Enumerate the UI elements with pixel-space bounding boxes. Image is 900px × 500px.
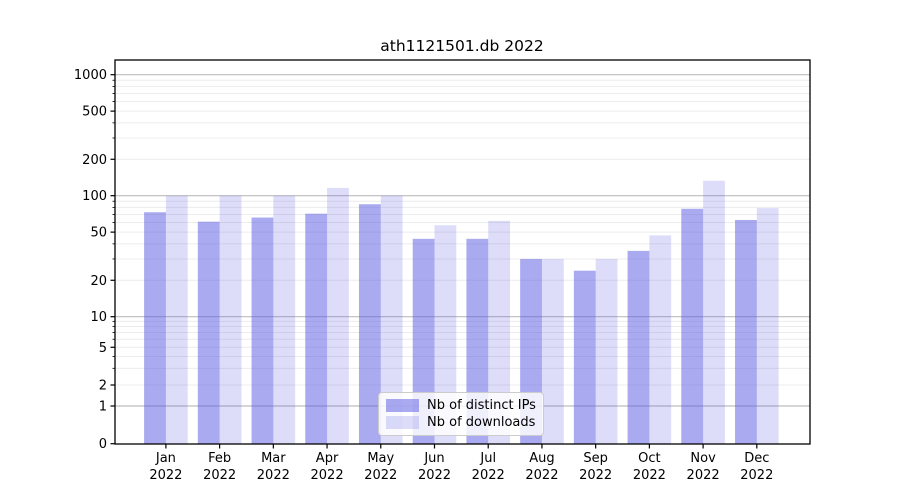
legend-label-distinct-ips: Nb of distinct IPs xyxy=(427,397,536,413)
x-tick-label-month: Nov xyxy=(690,451,716,466)
bar-may-ips xyxy=(358,204,381,444)
x-tick-label-year: 2022 xyxy=(364,468,397,483)
bars-layer xyxy=(144,180,779,445)
x-tick-label-year: 2022 xyxy=(311,468,344,483)
axes-layer: 0 1 2 5 10 20 50 100 200 500 1000 Jan 2022 Feb 2022 Mar… xyxy=(74,59,811,483)
bar-nov-ips xyxy=(681,208,704,444)
x-tick-label-year: 2022 xyxy=(740,468,773,483)
x-tick-label-month: Jan xyxy=(155,451,176,466)
x-tick-label-month: Apr xyxy=(316,451,339,466)
bar-mar-downloads xyxy=(273,195,296,444)
y-tick-label: 200 xyxy=(82,153,107,168)
legend-swatch-distinct-ips xyxy=(386,398,419,412)
x-tick-label-month: Feb xyxy=(208,451,231,466)
bar-jan-downloads xyxy=(165,195,188,444)
y-tick-label: 500 xyxy=(82,105,107,120)
x-tick-label-year: 2022 xyxy=(203,468,236,483)
x-tick-label-month: Dec xyxy=(744,451,769,466)
bar-dec-downloads xyxy=(756,208,779,444)
bar-feb-ips xyxy=(197,221,220,444)
x-tick-label-year: 2022 xyxy=(472,468,505,483)
bar-mar-ips xyxy=(251,217,274,444)
bar-jun-downloads xyxy=(434,225,457,444)
bar-oct-ips xyxy=(627,250,650,444)
y-tick-label: 0 xyxy=(99,437,107,452)
x-tick-label-year: 2022 xyxy=(149,468,182,483)
x-tick-label-year: 2022 xyxy=(418,468,451,483)
legend: Nb of distinct IPs Nb of downloads xyxy=(378,392,544,436)
x-tick-label-year: 2022 xyxy=(257,468,290,483)
legend-entry-downloads: Nb of downloads xyxy=(386,415,536,431)
bar-dec-ips xyxy=(735,219,757,444)
x-tick-label-month: Jul xyxy=(479,451,496,466)
y-tick-label: 5 xyxy=(99,341,107,356)
x-tick-label-month: Mar xyxy=(261,451,286,466)
y-tick-label: 50 xyxy=(90,226,107,241)
x-tick-label-year: 2022 xyxy=(687,468,720,483)
legend-label-downloads: Nb of downloads xyxy=(427,415,536,431)
y-tick-label: 10 xyxy=(90,310,107,325)
bar-apr-downloads xyxy=(327,187,349,445)
chart-title: ath1121501.db 2022 xyxy=(380,37,543,55)
legend-entry-distinct-ips: Nb of distinct IPs xyxy=(386,397,536,413)
plot-border xyxy=(114,59,811,445)
bar-may-downloads xyxy=(380,195,403,444)
x-tick-label-year: 2022 xyxy=(633,468,666,483)
y-tick-label: 100 xyxy=(82,189,107,204)
y-tick-label: 2 xyxy=(99,379,107,394)
x-tick-label-month: Jun xyxy=(423,451,444,466)
x-tick-label-month: Sep xyxy=(583,451,608,466)
x-tick-label-year: 2022 xyxy=(579,468,612,483)
bar-jul-downloads xyxy=(488,220,511,444)
y-tick-label: 1 xyxy=(99,400,107,415)
bar-aug-downloads xyxy=(541,258,564,444)
bar-apr-ips xyxy=(305,213,328,444)
bar-feb-downloads xyxy=(219,195,242,444)
y-tick-label: 1000 xyxy=(74,68,107,83)
bar-nov-downloads xyxy=(703,180,725,444)
x-tick-label-year: 2022 xyxy=(525,468,558,483)
x-tick-label-month: May xyxy=(367,451,394,466)
x-tick-label-month: Aug xyxy=(529,451,554,466)
x-tick-label-month: Oct xyxy=(638,451,660,466)
bar-jan-ips xyxy=(144,212,166,444)
y-tick-label: 20 xyxy=(90,274,107,289)
bar-sep-ips xyxy=(573,270,596,444)
bar-oct-downloads xyxy=(649,235,672,444)
bar-sep-downloads xyxy=(595,258,618,444)
legend-swatch-downloads xyxy=(386,416,419,430)
